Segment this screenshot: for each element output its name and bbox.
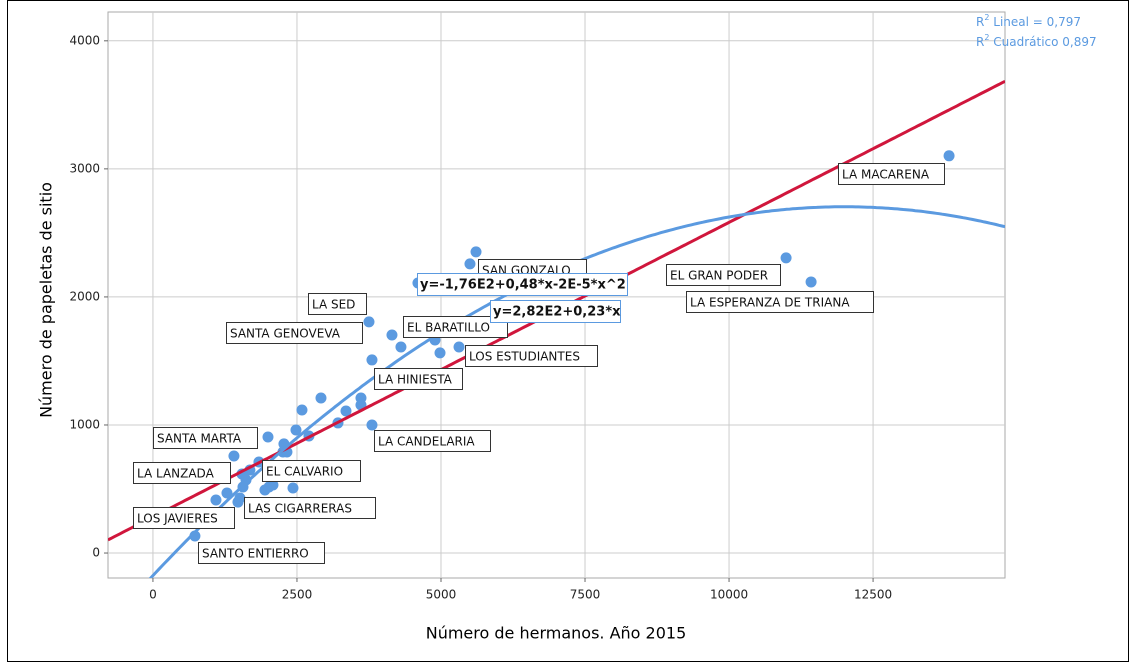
point: [232, 496, 244, 508]
label-box: [133, 462, 231, 484]
x-tick-label: 10000: [710, 588, 748, 602]
label-box: [465, 345, 598, 367]
label-box: [374, 368, 463, 390]
label-box: [133, 507, 235, 529]
legend-entry: R2 Cuadrático 0,897: [976, 33, 1097, 49]
y-tick-label: 3000: [69, 161, 100, 175]
legend-text: Lineal = 0,797: [989, 15, 1081, 29]
legend-text: 2: [984, 33, 989, 42]
point-label: SANTA GENOVEVA: [230, 327, 341, 341]
label-box: [308, 293, 367, 315]
label-box: [262, 460, 361, 482]
x-tick-label: 2500: [282, 588, 313, 602]
x-tick-label: 0: [149, 588, 157, 602]
point-label: LA CANDELARIA: [378, 435, 475, 449]
label-box: [244, 497, 376, 519]
label-box: [153, 427, 258, 449]
point: [315, 392, 327, 404]
point: [464, 258, 476, 270]
point: [434, 347, 446, 359]
point: [340, 405, 352, 417]
point-label: LA HINIESTA: [378, 373, 453, 387]
label-box: [374, 430, 491, 452]
label-box: [403, 316, 508, 338]
point-label: LA ESPERANZA DE TRIANA: [690, 296, 850, 310]
point: [363, 316, 375, 328]
point-label: LA SED: [312, 298, 355, 312]
label-box: [686, 291, 874, 313]
y-tick-label: 2000: [69, 289, 100, 303]
legend-text: R: [976, 35, 984, 49]
point: [386, 329, 398, 341]
point-label: LA MACARENA: [842, 168, 930, 182]
y-tick-label: 4000: [69, 33, 100, 47]
point-label: LOS JAVIERES: [137, 512, 218, 526]
point-label: EL GRAN PODER: [670, 269, 768, 283]
label-box: [666, 264, 781, 286]
y-tick-label: 0: [92, 546, 100, 560]
equation-box: [417, 273, 628, 296]
point-label: LOS ESTUDIANTES: [469, 350, 580, 364]
point: [296, 404, 308, 416]
x-axis-title: Número de hermanos. Año 2015: [426, 624, 687, 643]
legend-entry: R2 Lineal = 0,797: [976, 13, 1081, 29]
point: [780, 252, 792, 264]
point: [290, 424, 302, 436]
point-label: EL CALVARIO: [266, 465, 343, 479]
point: [267, 479, 279, 491]
equation: y=-1,76E2+0,48*x-2E-5*x^2: [420, 278, 626, 293]
point: [395, 341, 407, 353]
point: [287, 482, 299, 494]
point-label: SANTA MARTA: [157, 432, 242, 446]
point: [470, 246, 482, 258]
point: [259, 484, 271, 496]
point: [228, 450, 240, 462]
point: [805, 276, 817, 288]
label-box: [198, 542, 325, 564]
label-box: [226, 322, 363, 344]
point-label: LA LANZADA: [137, 467, 215, 481]
point-label: EL BARATILLO: [407, 321, 490, 335]
point: [453, 341, 465, 353]
point: [943, 150, 955, 162]
x-tick-label: 12500: [854, 588, 892, 602]
point: [221, 487, 233, 499]
equation-box: [490, 300, 621, 323]
point: [262, 431, 274, 443]
equation: y=2,82E2+0,23*x: [493, 305, 621, 320]
label-box: [838, 163, 945, 185]
x-tick-label: 5000: [426, 588, 457, 602]
point-label: LAS CIGARRERAS: [248, 502, 352, 516]
legend-text: R: [976, 15, 984, 29]
y-axis-title: Número de papeletas de sitio: [37, 182, 56, 418]
point-label: SANTO ENTIERRO: [202, 547, 309, 561]
legend-text: 2: [984, 13, 989, 22]
x-tick-label: 7500: [570, 588, 601, 602]
point: [210, 494, 222, 506]
legend-text: Cuadrático 0,897: [989, 35, 1096, 49]
point: [366, 419, 378, 431]
y-tick-label: 1000: [69, 417, 100, 431]
point: [366, 354, 378, 366]
